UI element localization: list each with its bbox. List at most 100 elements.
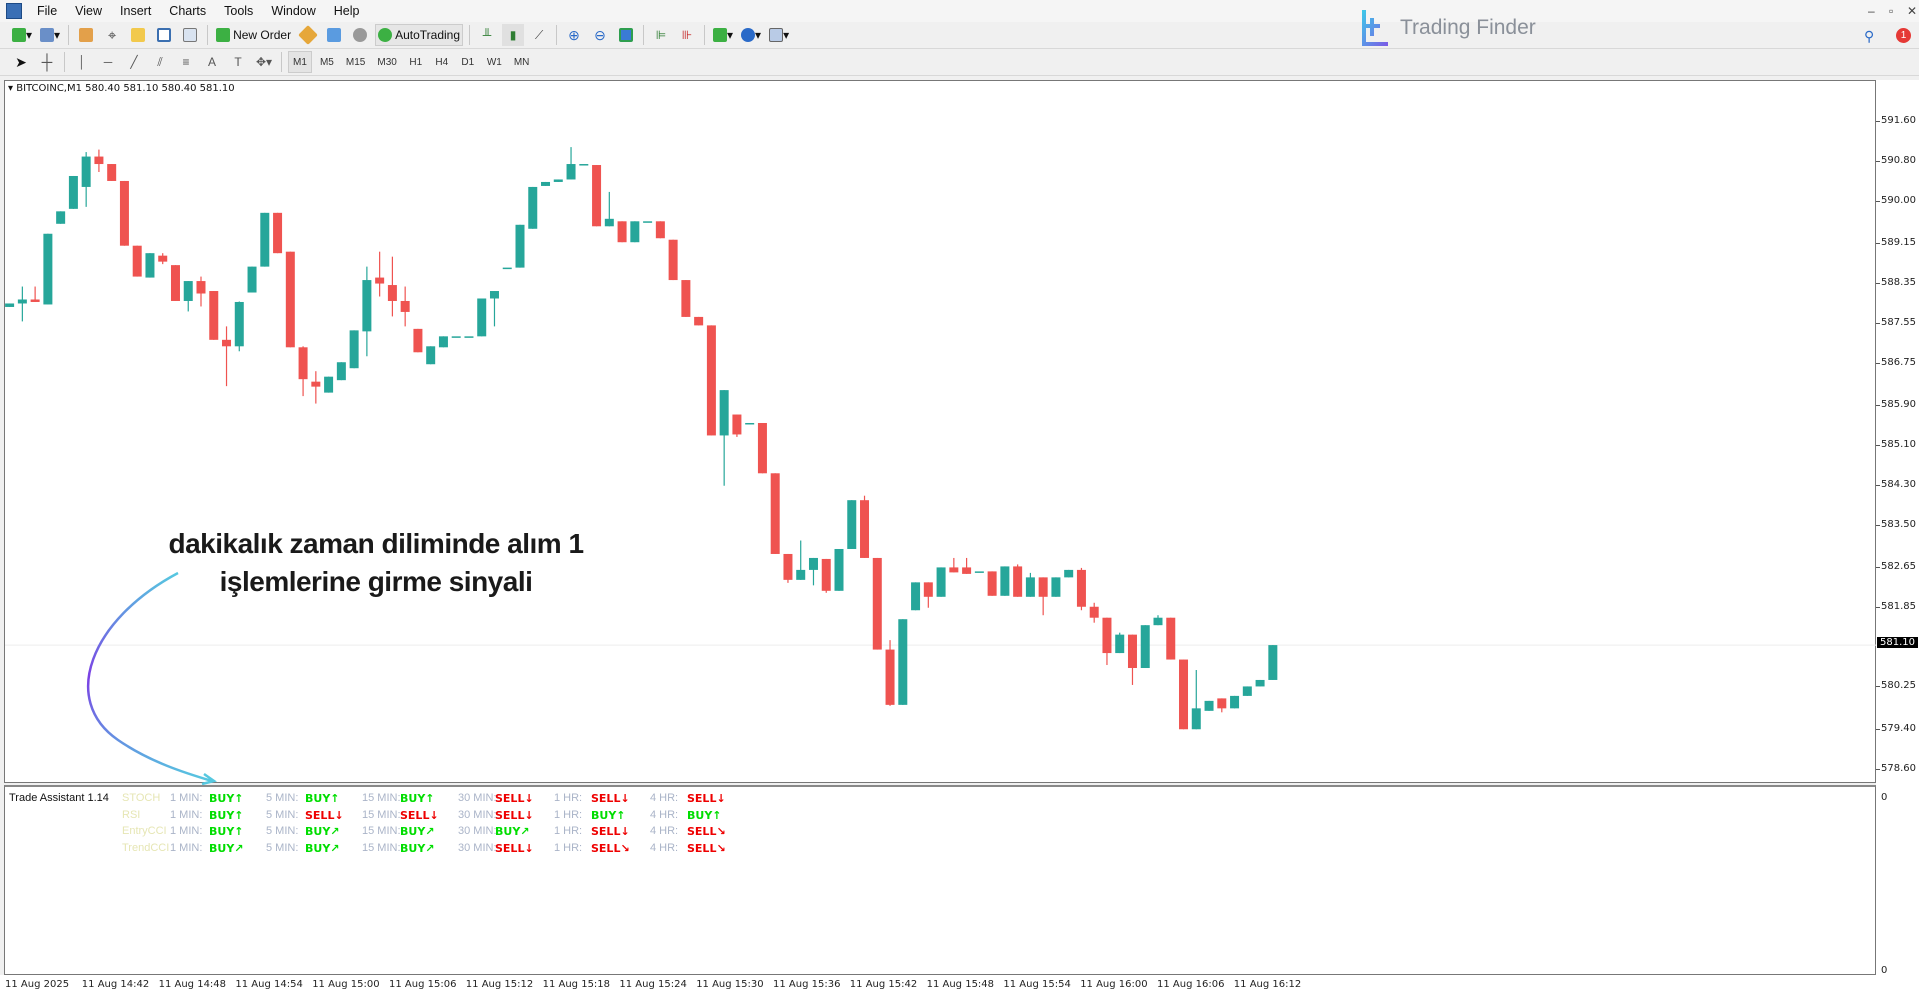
timeframe-d1[interactable]: D1: [461, 56, 475, 68]
timeframe-label: 5 MIN:: [266, 825, 299, 837]
arrow-up-icon: ↑: [234, 792, 244, 805]
arrow-up-right-icon: ↗: [330, 825, 340, 838]
timeframe-m30[interactable]: M30: [377, 56, 397, 68]
timeframe-m1[interactable]: M1: [288, 51, 312, 73]
market-button[interactable]: [349, 24, 371, 46]
candle-body: [1076, 569, 1086, 607]
profiles-button[interactable]: ▾: [38, 24, 62, 46]
candle-body: [1140, 625, 1150, 669]
price-axis[interactable]: 591.60 590.80 590.00 589.15 588.35 587.55 586.…: [1876, 80, 1919, 976]
signals-button[interactable]: [323, 24, 345, 46]
periods-button[interactable]: ▾: [739, 24, 763, 46]
signal-text: BUY: [305, 792, 331, 805]
autoscroll-button[interactable]: ⊪: [681, 28, 693, 42]
vertical-line-icon[interactable]: │: [78, 55, 86, 69]
line-chart-button[interactable]: ⟋: [534, 27, 544, 42]
signal-text: BUY: [400, 792, 426, 805]
shapes-icon[interactable]: ✥▾: [255, 55, 273, 69]
candle-body: [183, 281, 193, 301]
data-window-button[interactable]: ⌖: [107, 26, 117, 44]
autotrading-button[interactable]: AutoTrading: [375, 24, 464, 46]
candle-body: [821, 558, 831, 591]
timeframe-m15[interactable]: M15: [345, 56, 366, 68]
time-label: 11 Aug 16:06: [1157, 979, 1225, 990]
timeframe-label: 4 HR:: [650, 825, 679, 837]
price-label: 585.90: [1881, 399, 1916, 411]
menu-charts[interactable]: Charts: [169, 4, 207, 18]
time-axis[interactable]: 11 Aug 2025 11 Aug 14:42 11 Aug 14:48 11 Au…: [0, 975, 1919, 996]
timeframe-label: 5 MIN:: [266, 841, 299, 854]
arrow-down-icon: ↓: [620, 825, 630, 838]
tile-windows-button[interactable]: [615, 24, 637, 46]
signal-text: SELL: [687, 792, 717, 805]
annotation-line-1: dakikalık zaman diliminde alım 1: [168, 528, 584, 559]
search-icon[interactable]: ⚲: [1864, 28, 1875, 44]
signal-sell: SELL↘: [687, 825, 726, 838]
channel-icon[interactable]: ⫽: [157, 54, 163, 69]
timeframe-h4[interactable]: H4: [435, 56, 449, 68]
notification-badge[interactable]: 1: [1896, 28, 1911, 43]
signal-text: BUY: [209, 792, 235, 805]
templates-button[interactable]: ▾: [767, 24, 791, 46]
terminal-button[interactable]: [153, 24, 175, 46]
candle-body: [362, 280, 372, 332]
strategy-tester-button[interactable]: [179, 24, 201, 46]
candle-body: [643, 221, 653, 223]
menu-window[interactable]: Window: [271, 4, 316, 18]
arrow-down-icon: ↓: [620, 792, 630, 805]
timeframe-w1[interactable]: W1: [486, 56, 502, 68]
market-watch-button[interactable]: [75, 24, 97, 46]
indicators-button[interactable]: ▾: [711, 24, 735, 46]
menu-view[interactable]: View: [75, 4, 103, 18]
candle-body: [145, 253, 155, 278]
candle-body: [336, 362, 346, 381]
navigator-button[interactable]: [127, 24, 149, 46]
timeframe-label: 30 MIN:: [458, 792, 497, 804]
arrow-down-right-icon: ↘: [620, 841, 630, 855]
crosshair-icon[interactable]: ┼: [41, 53, 53, 71]
chart-shift-button[interactable]: ⊫: [655, 28, 667, 42]
trendline-icon[interactable]: ╱: [130, 55, 138, 69]
signal-buy: BUY↗: [400, 825, 435, 838]
candle-body: [451, 336, 461, 338]
timeframe-m5[interactable]: M5: [319, 56, 334, 68]
candle-body: [56, 211, 66, 224]
arrow-up-right-icon: ↗: [520, 825, 530, 838]
candle-body: [1179, 659, 1189, 730]
new-order-button[interactable]: New Order: [214, 24, 293, 46]
candle-body: [489, 291, 499, 299]
zoom-out-icon[interactable]: ⊖: [594, 26, 606, 43]
new-chart-button[interactable]: ▾: [10, 24, 34, 46]
cursor-icon[interactable]: ➤: [15, 53, 27, 70]
candle-body: [68, 175, 78, 209]
text-icon[interactable]: A: [207, 55, 216, 69]
menu-help[interactable]: Help: [333, 4, 360, 18]
candle-body: [528, 186, 538, 229]
signal-sell: SELL↓: [495, 809, 534, 822]
zoom-in-icon[interactable]: ⊕: [568, 26, 580, 43]
menu-bar: File View Insert Charts Tools Window Help: [0, 0, 1919, 22]
timeframe-label: 15 MIN:: [362, 808, 401, 821]
restore-button[interactable]: ▫: [1889, 4, 1894, 18]
text-label-icon[interactable]: T: [234, 55, 242, 69]
price-chart[interactable]: [4, 80, 1877, 783]
minimize-button[interactable]: ‒: [1868, 4, 1875, 18]
candlestick-button[interactable]: ▮: [502, 24, 525, 46]
metaeditor-button[interactable]: [297, 24, 319, 46]
candle-body: [375, 277, 385, 284]
signal-sell: SELL↓: [495, 792, 534, 805]
timeframe-mn[interactable]: MN: [513, 56, 530, 68]
time-label: 11 Aug 14:48: [158, 979, 227, 990]
arrow-up-icon: ↑: [425, 792, 435, 805]
horizontal-line-icon[interactable]: ─: [103, 55, 113, 69]
menu-insert[interactable]: Insert: [120, 4, 152, 18]
bar-chart-button[interactable]: ╨: [482, 28, 492, 42]
fibonacci-icon[interactable]: ≡: [182, 55, 190, 69]
time-label: 11 Aug 15:06: [389, 979, 457, 990]
menu-file[interactable]: File: [37, 4, 58, 18]
menu-tools[interactable]: Tools: [224, 4, 254, 18]
timeframe-h1[interactable]: H1: [409, 56, 423, 68]
close-button[interactable]: ✕: [1907, 4, 1918, 18]
signal-text: BUY: [209, 841, 235, 855]
candle-body: [1242, 686, 1252, 696]
